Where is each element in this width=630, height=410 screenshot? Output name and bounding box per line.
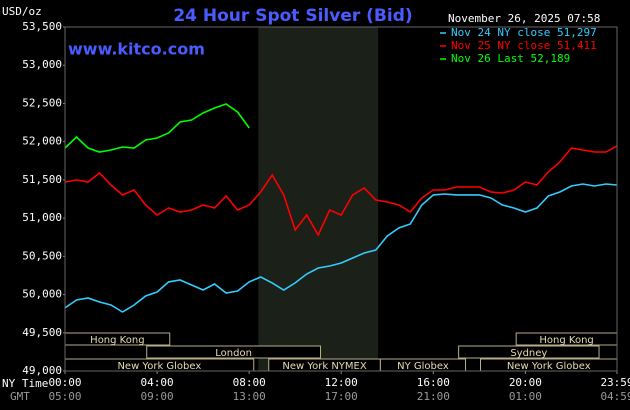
x-tick-label: 12:00 [325,376,358,389]
gmt-tick-label: 01:00 [509,390,542,403]
x-tick-label: 20:00 [509,376,542,389]
website: www.kitco.com [68,40,205,59]
series-line [64,145,618,237]
gmt-tick-label: 17:00 [325,390,358,403]
x-tick-label: 00:00 [48,376,81,389]
timestamp: November 26, 2025 07:58 [448,12,600,25]
session-box [146,345,322,359]
session-label: Hong Kong [539,335,593,346]
x-tick-label: 16:00 [417,376,450,389]
session-box [458,345,600,359]
x-tick-label: 08:00 [233,376,266,389]
y-tick-label: 49,000 [22,364,62,377]
y-axis-label: USD/oz [2,5,42,18]
gmt-tick-label: 09:00 [141,390,174,403]
y-tick-label: 53,000 [22,58,62,71]
plot-lines [64,103,618,313]
session-highlight [258,27,379,371]
session-label: New York Globex [507,361,591,372]
y-tick-label: 49,500 [22,326,62,339]
gmt-tick-label: 05:00 [48,390,81,403]
session-label: Sydney [510,348,547,359]
session-label: London [215,348,252,359]
y-tick-label: 52,500 [22,96,62,109]
series-line [64,103,250,153]
y-tick-label: 51,000 [22,211,62,224]
legend-label: Nov 26 Last 52,189 [451,52,570,65]
x-tick-label: 04:00 [141,376,174,389]
series-line [64,183,618,313]
x-row-label: NY Time [2,377,48,390]
x-tick-label: 23:59 [600,376,630,389]
plot-frame [64,26,618,372]
y-tick-label: 52,000 [22,135,62,148]
y-tick-label: 51,500 [22,173,62,186]
session-label: NY Globex [397,361,449,372]
y-tick-label: 50,500 [22,249,62,262]
y-tick-label: 53,500 [22,20,62,33]
plot-overlay: Hong Kong Hong Kong London Sydney New York G… [64,332,618,372]
x-row-label: GMT [10,390,30,403]
chart-title: 24 Hour Spot Silver (Bid) [173,6,412,26]
session-label: Hong Kong [90,335,144,346]
legend-label: Nov 24 NY close 51,297 [451,26,597,39]
gmt-tick-label: 21:00 [417,390,450,403]
legend-label: Nov 25 NY close 51,411 [451,39,597,52]
y-tick-label: 50,000 [22,288,62,301]
gmt-tick-label: 13:00 [233,390,266,403]
plot-underlay [258,27,379,371]
session-label: New York Globex [117,361,201,372]
gmt-tick-label: 04:59 [600,390,630,403]
session-label: New York NYMEX [282,361,367,372]
